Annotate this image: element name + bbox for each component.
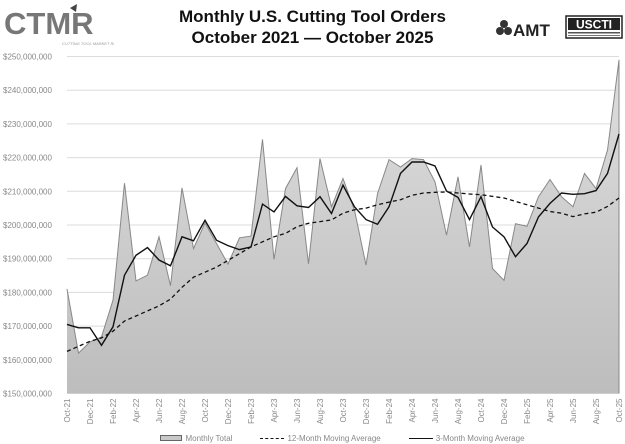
x-tick-label: Aug-24 xyxy=(454,398,463,424)
y-tick-label: $150,000,000 xyxy=(3,390,52,399)
x-tick-label: Aug-25 xyxy=(592,398,601,424)
x-tick-label: Oct-24 xyxy=(477,398,486,423)
ctmr-logo-text: CTMR xyxy=(4,6,94,41)
uscti-logo: USCTI xyxy=(565,15,623,39)
y-tick-label: $160,000,000 xyxy=(3,356,52,365)
monthly-total-line xyxy=(66,59,620,355)
legend-label: 12-Month Moving Average xyxy=(287,433,381,443)
x-tick-label: Feb-23 xyxy=(247,398,256,424)
y-tick-label: $210,000,000 xyxy=(3,187,52,196)
3-month-moving-average-line xyxy=(66,133,620,347)
legend-item-monthly-total: Monthly Total xyxy=(160,434,232,443)
x-tick-label: Oct-22 xyxy=(201,398,210,423)
chart-title: Monthly U.S. Cutting Tool Orders October… xyxy=(150,6,475,48)
monthly-total-area xyxy=(67,59,619,394)
x-tick-label: Apr-23 xyxy=(270,398,279,423)
legend-swatch-dashed xyxy=(260,437,285,439)
x-tick-label: Aug-23 xyxy=(316,398,325,424)
y-tick-label: $220,000,000 xyxy=(3,154,52,163)
x-tick-label: Feb-25 xyxy=(523,398,532,424)
y-tick-label: $240,000,000 xyxy=(3,86,52,95)
x-tick-label: Aug-22 xyxy=(178,398,187,424)
amt-logo: AMT xyxy=(496,20,550,40)
x-tick-label: Oct-21 xyxy=(63,398,72,423)
title-line-1: Monthly U.S. Cutting Tool Orders xyxy=(179,7,446,26)
x-tick-label: Oct-25 xyxy=(615,398,624,423)
svg-text:AMT: AMT xyxy=(513,21,550,40)
ctmr-logo: CTMR CUTTING TOOL MARKET REPORT xyxy=(4,4,128,50)
y-tick-label: $230,000,000 xyxy=(3,120,52,129)
y-tick-label: $250,000,000 xyxy=(3,53,52,62)
x-tick-label: Dec-23 xyxy=(362,398,371,424)
x-tick-label: Jun-25 xyxy=(569,398,578,423)
x-tick-label: Oct-23 xyxy=(339,398,348,423)
x-tick-label: Jun-23 xyxy=(293,398,302,423)
arrow-icon xyxy=(70,4,77,12)
x-tick-label: Jun-22 xyxy=(155,398,164,423)
x-tick-label: Apr-25 xyxy=(546,398,555,423)
x-tick-label: Dec-22 xyxy=(224,398,233,424)
legend-item-12-month: 12-Month Moving Average xyxy=(260,433,381,443)
x-tick-label: Jun-24 xyxy=(431,398,440,423)
x-tick-label: Apr-22 xyxy=(132,398,141,423)
x-tick-label: Apr-24 xyxy=(408,398,417,423)
legend-item-3-month: 3-Month Moving Average xyxy=(408,433,525,443)
title-line-2: October 2021 — October 2025 xyxy=(191,28,434,47)
y-tick-label: $180,000,000 xyxy=(3,288,52,297)
x-tick-label: Feb-22 xyxy=(109,398,118,424)
y-tick-label: $200,000,000 xyxy=(3,221,52,230)
legend-label: 3-Month Moving Average xyxy=(435,433,525,443)
legend-swatch-solid xyxy=(408,437,433,439)
legend-swatch-area xyxy=(160,435,183,441)
12-month-moving-average-line xyxy=(66,191,620,352)
legend: Monthly Total 12-Month Moving Average 3-… xyxy=(60,432,625,444)
x-tick-label: Feb-24 xyxy=(385,398,394,424)
x-tick-label: Dec-21 xyxy=(86,398,95,424)
ctmr-logo-sub: CUTTING TOOL MARKET REPORT xyxy=(62,41,114,46)
y-tick-label: $170,000,000 xyxy=(3,322,52,331)
y-tick-label: $190,000,000 xyxy=(3,255,52,264)
partner-logos: AMT USCTI xyxy=(496,12,624,42)
x-tick-label: Dec-24 xyxy=(500,398,509,424)
legend-label: Monthly Total xyxy=(185,433,233,443)
svg-text:USCTI: USCTI xyxy=(576,18,612,32)
